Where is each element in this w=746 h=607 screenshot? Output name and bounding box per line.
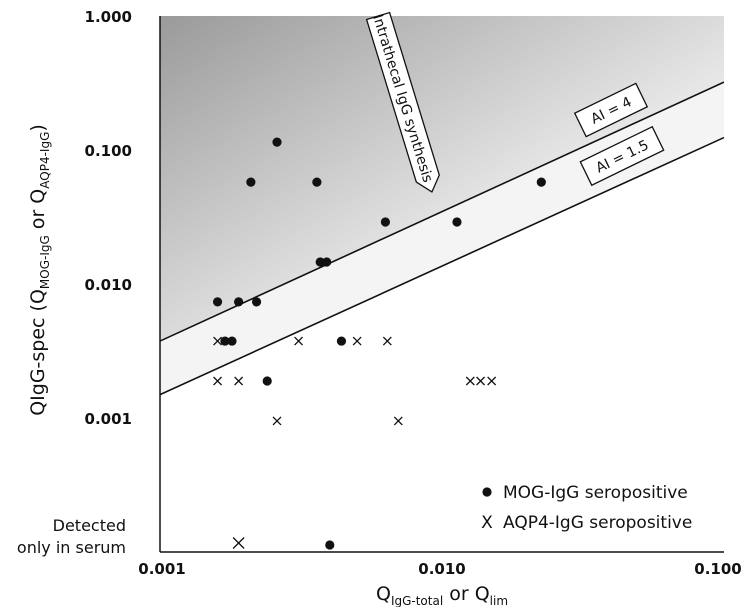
aqp4-point	[213, 336, 223, 346]
x-tick-label: 0.100	[694, 560, 741, 578]
mog-point	[312, 177, 322, 187]
data-points	[212, 137, 546, 550]
mog-point	[536, 177, 546, 187]
aqp4-point	[382, 336, 392, 346]
aqp4-point	[294, 336, 304, 346]
aqp4-point	[234, 376, 244, 386]
mog-point	[246, 177, 256, 187]
aqp4-point	[352, 336, 362, 346]
x-tick-label: 0.001	[138, 560, 185, 578]
x-tick-label: 0.010	[418, 560, 465, 578]
mog-point	[251, 297, 262, 307]
legend-label-mog: MOG-IgG seropositive	[503, 483, 688, 503]
mog-point	[315, 257, 325, 267]
serum-only-label: only in serum	[17, 538, 126, 557]
mog-point	[325, 540, 335, 550]
mog-point	[212, 297, 223, 307]
mog-point	[262, 376, 272, 386]
aqp4-point	[393, 416, 403, 426]
serum-only-label: Detected	[53, 516, 126, 535]
legend-dot-marker	[482, 487, 492, 497]
x-axis-label: QIgG-total or Qlim	[376, 583, 508, 607]
mog-point	[452, 217, 462, 227]
mog-point	[336, 336, 347, 346]
y-tick-label: 1.000	[85, 8, 132, 26]
aqp4-point	[465, 376, 475, 386]
y-tick-label: 0.100	[85, 142, 132, 160]
y-axis-label: QIgG-spec (QMOG-IgG or QAQP4-IgG)	[27, 124, 52, 416]
aqp4-point	[213, 376, 223, 386]
legend-x-marker: X	[481, 513, 493, 533]
mog-point	[380, 217, 391, 227]
mog-point	[220, 336, 230, 346]
aqp4-point	[487, 376, 497, 386]
aqp4-point	[272, 416, 282, 426]
ai-1-5-line	[160, 136, 724, 396]
legend: MOG-IgG seropositive X AQP4-IgG seroposi…	[481, 483, 692, 533]
mog-point	[234, 297, 244, 307]
ai-4-line	[160, 81, 724, 342]
intrathecal-synthesis-region	[160, 16, 724, 342]
aqp4-point	[232, 537, 245, 549]
y-tick-label: 0.010	[85, 276, 132, 294]
y-tick-label: 0.001	[85, 410, 132, 428]
mog-point	[322, 257, 332, 267]
mog-point	[272, 137, 282, 147]
aqp4-point	[476, 376, 486, 386]
legend-label-aqp4: AQP4-IgG seropositive	[503, 513, 692, 533]
mog-point	[227, 336, 237, 346]
